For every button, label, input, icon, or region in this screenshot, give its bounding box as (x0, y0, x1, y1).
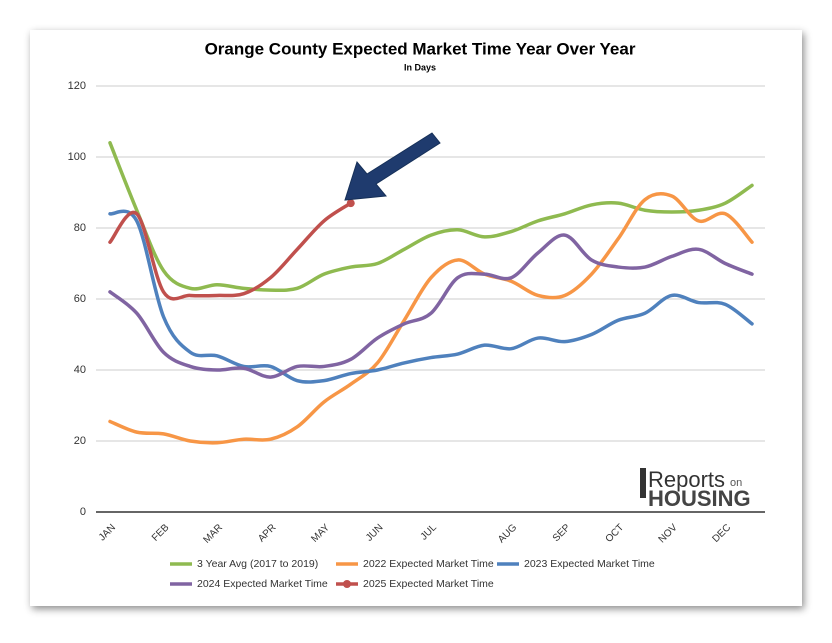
chart-title: Orange County Expected Market Time Year … (205, 39, 636, 58)
y-tick-label: 0 (80, 506, 86, 518)
y-tick-label: 20 (74, 435, 86, 447)
y-tick-label: 40 (74, 364, 86, 376)
logo: Reports on HOUSING (640, 467, 751, 511)
logo-text: HOUSING (648, 486, 751, 511)
chart-subtitle: In Days (404, 62, 436, 72)
frame (30, 30, 802, 606)
legend-label: 2023 Expected Market Time (524, 558, 655, 570)
y-tick-label: 100 (68, 151, 86, 163)
legend-label: 3 Year Avg (2017 to 2019) (197, 558, 318, 570)
y-tick-label: 60 (74, 293, 86, 305)
end-marker (346, 199, 355, 208)
y-tick-label: 80 (74, 222, 86, 234)
legend-label: 2022 Expected Market Time (363, 558, 494, 570)
legend-label: 2025 Expected Market Time (363, 578, 494, 590)
legend-label: 2024 Expected Market Time (197, 578, 328, 590)
logo-text: Reports (648, 467, 725, 492)
logo-text: on (730, 477, 742, 489)
series-line (108, 201, 353, 301)
y-tick-label: 120 (68, 80, 86, 92)
arrow (344, 132, 441, 201)
series-line (108, 233, 754, 379)
series-line (108, 191, 754, 445)
legend: 3 Year Avg (2017 to 2019) 2022 Expected M… (170, 558, 655, 590)
series-line (108, 209, 754, 384)
legend-marker (343, 580, 351, 588)
series-line (108, 141, 754, 293)
